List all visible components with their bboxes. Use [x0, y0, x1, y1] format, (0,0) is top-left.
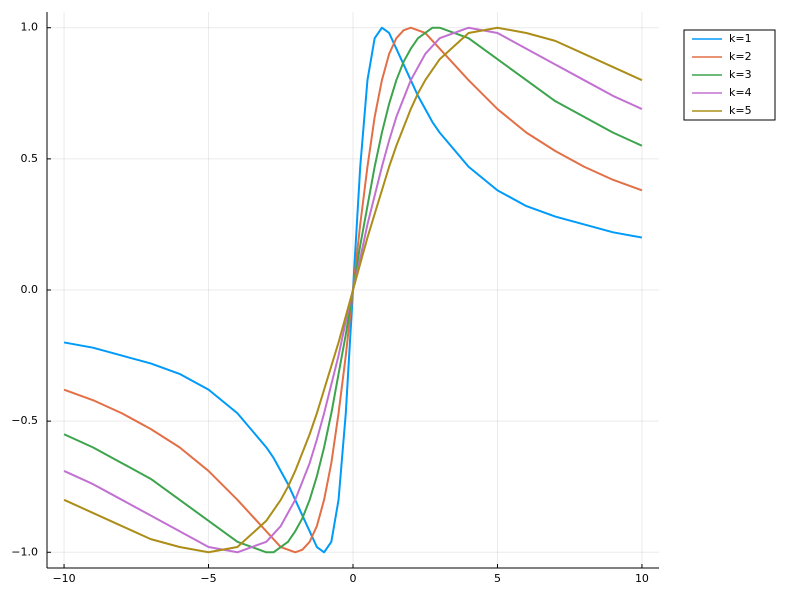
- legend-label: k=4: [729, 86, 752, 99]
- series-line: [63, 26, 643, 554]
- y-tick-label: −0.5: [11, 414, 38, 427]
- y-tick-label: −1.0: [11, 545, 38, 558]
- y-tick-label: 0.0: [21, 283, 39, 296]
- y-tick-label: 0.5: [21, 152, 39, 165]
- legend-label: k=3: [729, 68, 752, 81]
- x-tick-label: 5: [494, 572, 501, 585]
- x-tick-label: 0: [350, 572, 357, 585]
- x-tick-label: −10: [52, 572, 75, 585]
- x-tick-label: −5: [200, 572, 216, 585]
- legend-label: k=2: [729, 50, 752, 63]
- legend-label: k=1: [729, 32, 752, 45]
- x-tick-label: 10: [635, 572, 649, 585]
- legend: k=1 k=2 k=3 k=4 k=5: [683, 29, 776, 121]
- y-tick-label: 1.0: [21, 21, 39, 34]
- legend-label: k=5: [729, 104, 752, 117]
